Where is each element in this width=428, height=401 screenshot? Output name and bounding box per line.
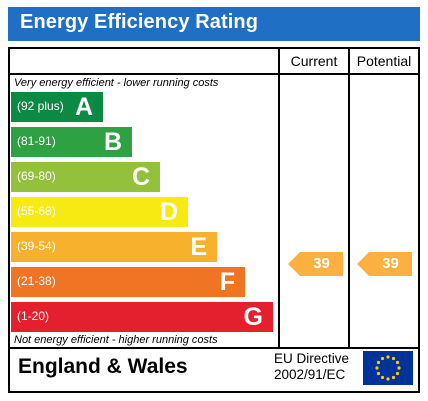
- band-letter: G: [243, 303, 263, 331]
- potential-column-header: Potential: [356, 53, 412, 69]
- band-letter: D: [159, 198, 178, 226]
- current-rating-arrow: 39: [288, 252, 343, 276]
- eu-flag-stars: [375, 355, 401, 381]
- band-c: (69-80) C: [11, 162, 160, 192]
- potential-column-divider: [348, 49, 350, 347]
- eu-flag-icon: [363, 351, 413, 385]
- band-letter: E: [190, 233, 207, 261]
- potential-rating-value: 39: [382, 255, 399, 272]
- band-d: (55-68) D: [11, 197, 188, 227]
- band-range: (55-68): [17, 204, 56, 218]
- current-column-divider: [278, 49, 280, 347]
- chart-title: Energy Efficiency Rating: [20, 11, 259, 33]
- directive-line-1: EU Directive: [274, 351, 350, 366]
- current-column-header: Current: [290, 53, 338, 69]
- rating-frame: Current Potential Very energy efficient …: [8, 47, 420, 393]
- band-range: (92 plus): [17, 99, 64, 113]
- band-range: (69-80): [17, 169, 56, 183]
- bottom-note: Not energy efficient - higher running co…: [14, 334, 218, 346]
- band-letter: F: [219, 268, 235, 296]
- footer-divider: [10, 347, 418, 349]
- band-f: (21-38) F: [11, 267, 245, 297]
- directive-line-2: 2002/91/EC: [274, 367, 346, 382]
- band-range: (1-20): [17, 309, 50, 323]
- header-divider: [10, 73, 418, 75]
- band-range: (81-91): [17, 134, 56, 148]
- potential-rating-arrow: 39: [357, 252, 412, 276]
- band-range: (39-54): [17, 239, 56, 253]
- current-rating-value: 39: [313, 255, 330, 272]
- band-a: (92 plus) A: [11, 92, 103, 122]
- band-b: (81-91) B: [11, 127, 132, 157]
- top-note: Very energy efficient - lower running co…: [14, 77, 219, 89]
- band-e: (39-54) E: [11, 232, 217, 262]
- footer-directive: EU Directive 2002/91/EC: [274, 351, 349, 383]
- band-g: (1-20) G: [11, 302, 273, 332]
- band-letter: C: [131, 163, 150, 191]
- band-letter: A: [74, 93, 93, 121]
- title-bar: Energy Efficiency Rating: [8, 7, 420, 41]
- band-range: (21-38): [17, 274, 56, 288]
- footer-country: England & Wales: [18, 355, 188, 378]
- band-letter: B: [103, 128, 122, 156]
